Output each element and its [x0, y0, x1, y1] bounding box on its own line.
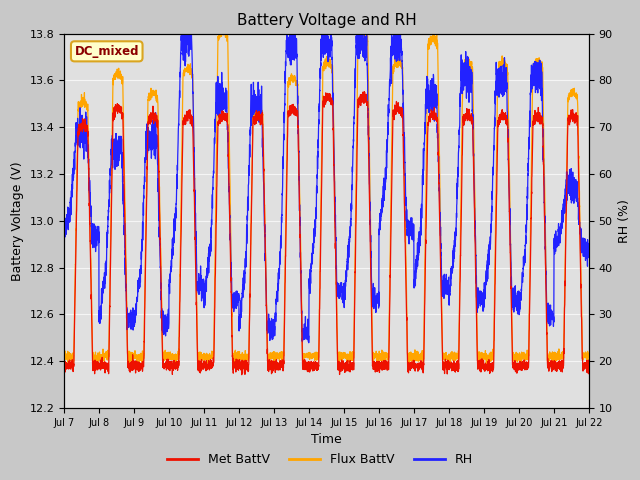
Text: DC_mixed: DC_mixed [74, 45, 139, 58]
Y-axis label: Battery Voltage (V): Battery Voltage (V) [11, 161, 24, 281]
X-axis label: Time: Time [311, 433, 342, 446]
Legend: Met BattV, Flux BattV, RH: Met BattV, Flux BattV, RH [162, 448, 478, 471]
Y-axis label: RH (%): RH (%) [618, 199, 631, 243]
Title: Battery Voltage and RH: Battery Voltage and RH [237, 13, 416, 28]
